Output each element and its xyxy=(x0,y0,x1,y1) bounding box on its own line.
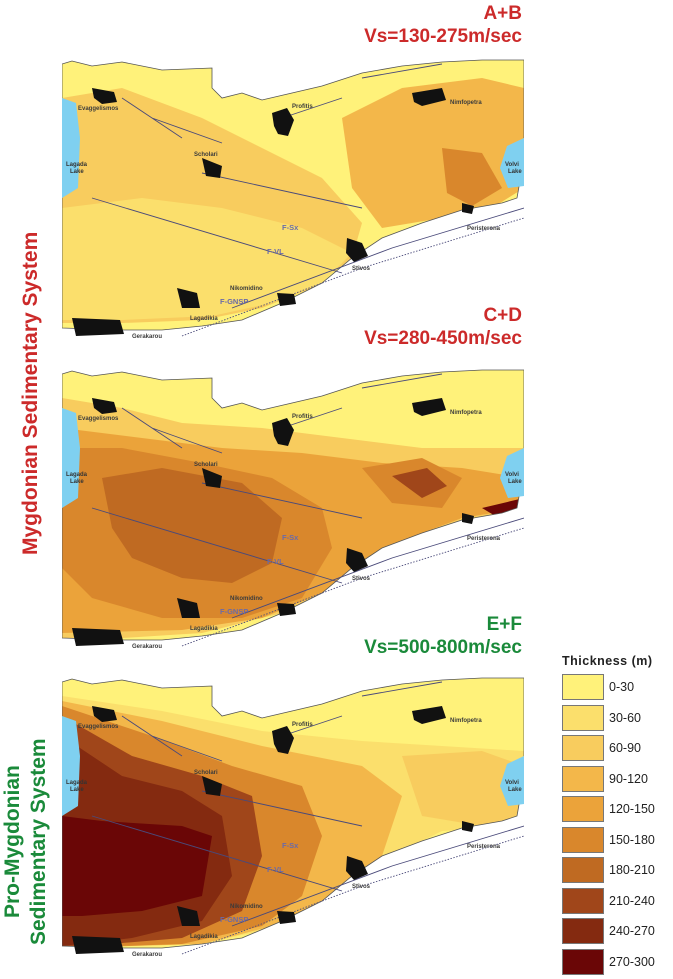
legend-swatch xyxy=(562,796,604,822)
thickness-legend: Thickness (m) 0-30 30-60 60-90 90-120 120-15… xyxy=(562,654,673,979)
place-gerakarou: Gerakarou xyxy=(132,334,162,340)
place-gerakarou: Gerakarou xyxy=(132,644,162,650)
legend-label: 180-210 xyxy=(609,863,655,877)
lake-volvi-line1: Volvi xyxy=(505,472,519,478)
legend-row: 30-60 xyxy=(562,705,673,736)
legend-swatch xyxy=(562,674,604,700)
place-peristerona: Peristerona xyxy=(467,226,501,232)
place-nimfopetra: Nimfopetra xyxy=(450,718,482,724)
side-label-pro-mygdonian-line2: Sedimentary System xyxy=(26,738,52,945)
lake-volvi-line2: Lake xyxy=(508,479,522,485)
place-evaggelismos: Evaggelismos xyxy=(78,724,119,730)
legend-row: 270-300 xyxy=(562,949,673,979)
legend-label: 90-120 xyxy=(609,772,648,786)
legend-swatch xyxy=(562,918,604,944)
legend-label: 0-30 xyxy=(609,680,634,694)
lake-volvi-line2: Lake xyxy=(508,169,522,175)
legend-swatch xyxy=(562,857,604,883)
map-ef: Evaggelismos Profitis Nimfopetra Lagada … xyxy=(62,676,524,958)
place-lagadikia: Lagadikia xyxy=(190,934,218,940)
fault-fsx: F-Sx xyxy=(282,841,299,850)
lake-volvi-line1: Volvi xyxy=(505,162,519,168)
legend-swatch xyxy=(562,735,604,761)
place-nikomidino: Nikomidino xyxy=(230,596,263,602)
place-profitis: Profitis xyxy=(292,414,313,420)
legend-row: 90-120 xyxy=(562,766,673,797)
legend-row: 0-30 xyxy=(562,674,673,705)
lake-lagada-line2: Lake xyxy=(70,169,84,175)
place-profitis: Profitis xyxy=(292,104,313,110)
map-cd: Evaggelismos Profitis Nimfopetra Lagada … xyxy=(62,368,524,650)
legend-row: 60-90 xyxy=(562,735,673,766)
legend-row: 240-270 xyxy=(562,918,673,949)
legend-swatch xyxy=(562,827,604,853)
legend-row: 150-180 xyxy=(562,827,673,858)
side-label-mygdonian: Mygdonian Sedimentary System xyxy=(18,232,44,555)
place-evaggelismos: Evaggelismos xyxy=(78,106,119,112)
legend-row: 180-210 xyxy=(562,857,673,888)
legend-rows: 0-30 30-60 60-90 90-120 120-150 150-180 180-21… xyxy=(562,674,673,979)
legend-label: 270-300 xyxy=(609,955,655,969)
legend-label: 210-240 xyxy=(609,894,655,908)
side-label-pro-mygdonian-line1: Pro-Mygdonian xyxy=(0,765,26,918)
place-peristerona: Peristerona xyxy=(467,536,501,542)
place-stivos: Stivos xyxy=(352,576,371,582)
legend-title: Thickness (m) xyxy=(562,654,673,668)
fault-fsx: F-Sx xyxy=(282,533,299,542)
legend-label: 30-60 xyxy=(609,711,641,725)
lake-volvi-line2: Lake xyxy=(508,787,522,793)
legend-swatch xyxy=(562,766,604,792)
fault-fvl: F-VL xyxy=(267,557,284,566)
place-peristerona: Peristerona xyxy=(467,844,501,850)
legend-row: 120-150 xyxy=(562,796,673,827)
fault-fgnsp: F-GNSP xyxy=(220,607,248,616)
place-nikomidino: Nikomidino xyxy=(230,286,263,292)
place-lagadikia: Lagadikia xyxy=(190,626,218,632)
legend-swatch xyxy=(562,705,604,731)
lake-volvi-line1: Volvi xyxy=(505,780,519,786)
legend-label: 60-90 xyxy=(609,741,641,755)
fault-fgnsp: F-GNSP xyxy=(220,915,248,924)
place-stivos: Stivos xyxy=(352,266,371,272)
fault-fsx: F-Sx xyxy=(282,223,299,232)
place-profitis: Profitis xyxy=(292,722,313,728)
lake-lagada-line1: Lagada xyxy=(66,162,88,168)
place-lagadikia: Lagadikia xyxy=(190,316,218,322)
lake-lagada-line2: Lake xyxy=(70,787,84,793)
legend-swatch xyxy=(562,888,604,914)
place-scholari: Scholari xyxy=(194,152,218,158)
map-ab: Evaggelismos Profitis Nimfopetra Lagada … xyxy=(62,58,524,340)
legend-label: 240-270 xyxy=(609,924,655,938)
place-nimfopetra: Nimfopetra xyxy=(450,100,482,106)
place-gerakarou: Gerakarou xyxy=(132,952,162,958)
panel-title-ab-line1: A+B xyxy=(300,2,522,25)
legend-row: 210-240 xyxy=(562,888,673,919)
fault-fgnsp: F-GNSP xyxy=(220,297,248,306)
lake-lagada-line2: Lake xyxy=(70,479,84,485)
place-stivos: Stivos xyxy=(352,884,371,890)
lake-lagada-line1: Lagada xyxy=(66,780,88,786)
lake-lagada-line1: Lagada xyxy=(66,472,88,478)
fault-fvl: F-VL xyxy=(267,865,284,874)
legend-label: 150-180 xyxy=(609,833,655,847)
fault-fvl: F-VL xyxy=(267,247,284,256)
place-scholari: Scholari xyxy=(194,462,218,468)
panel-title-ab: A+B Vs=130-275m/sec xyxy=(300,2,522,48)
place-scholari: Scholari xyxy=(194,770,218,776)
place-nikomidino: Nikomidino xyxy=(230,904,263,910)
place-evaggelismos: Evaggelismos xyxy=(78,416,119,422)
legend-label: 120-150 xyxy=(609,802,655,816)
panel-title-ab-line2: Vs=130-275m/sec xyxy=(300,25,522,48)
place-nimfopetra: Nimfopetra xyxy=(450,410,482,416)
legend-swatch xyxy=(562,949,604,975)
